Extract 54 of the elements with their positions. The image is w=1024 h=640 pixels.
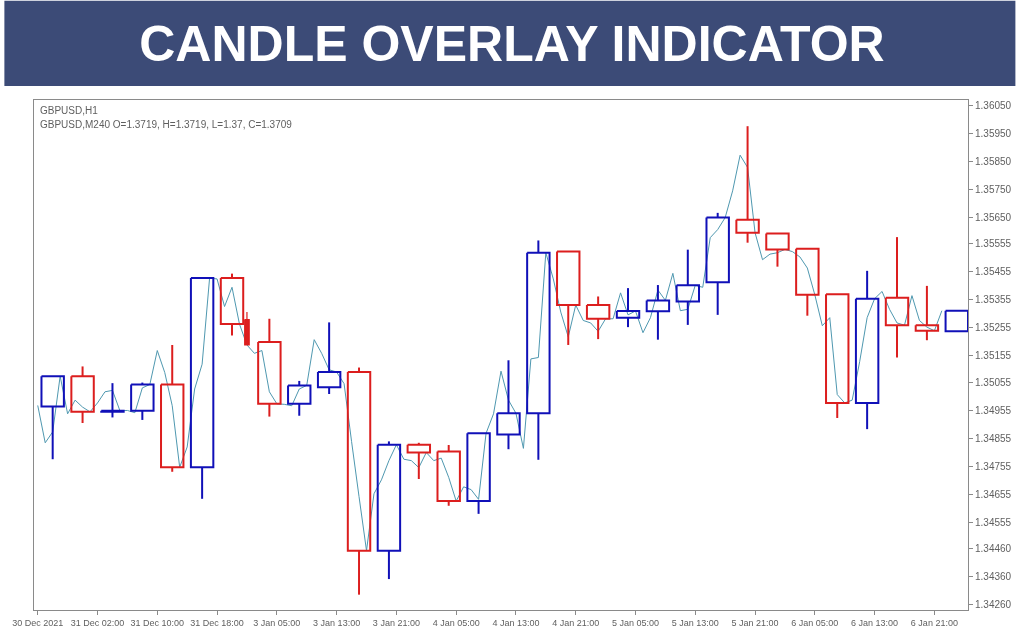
candlestick bbox=[615, 287, 641, 329]
x-tick-label: 3 Jan 05:00 bbox=[253, 617, 301, 628]
candlestick bbox=[160, 343, 185, 473]
candlestick bbox=[100, 382, 125, 419]
x-tick-label: 5 Jan 21:00 bbox=[731, 617, 779, 628]
x-tick-label: 6 Jan 13:00 bbox=[851, 617, 899, 628]
chart-title: CANDLE OVERLAY INDICATOR bbox=[139, 15, 885, 72]
y-tick-label: 1.35255 bbox=[975, 321, 1012, 333]
y-tick-label: 1.34955 bbox=[975, 405, 1012, 417]
y-tick-label: 1.36050 bbox=[975, 100, 1012, 112]
y-tick-label: 1.35950 bbox=[975, 127, 1012, 139]
candlestick bbox=[585, 295, 611, 341]
y-tick-label: 1.35750 bbox=[975, 183, 1012, 195]
y-tick-label: 1.35155 bbox=[975, 349, 1012, 361]
x-tick-label: 4 Jan 21:00 bbox=[552, 617, 600, 628]
y-tick-label: 1.35055 bbox=[975, 377, 1012, 389]
x-tick-label: 6 Jan 05:00 bbox=[791, 617, 839, 628]
x-tick-label: 4 Jan 05:00 bbox=[432, 617, 480, 628]
y-tick-label: 1.34260 bbox=[975, 598, 1012, 610]
x-tick-label: 5 Jan 05:00 bbox=[611, 617, 660, 628]
candlestick bbox=[316, 321, 342, 396]
y-tick-label: 1.35355 bbox=[975, 293, 1012, 305]
y-tick-label: 1.34755 bbox=[975, 460, 1012, 472]
x-tick-label: 3 Jan 13:00 bbox=[313, 617, 361, 628]
x-tick-label: 30 Dec 2021 bbox=[12, 617, 64, 628]
y-tick-label: 1.34555 bbox=[975, 516, 1012, 528]
x-tick-label: 31 Dec 10:00 bbox=[130, 617, 185, 628]
candlestick bbox=[496, 359, 521, 451]
x-tick-label: 4 Jan 13:00 bbox=[492, 617, 540, 628]
x-tick-label: 3 Jan 21:00 bbox=[372, 617, 420, 628]
annotation: GBPUSD,M240 O=1.3719, H=1.3719, L=1.37, C=1.3709 bbox=[40, 119, 293, 130]
candlestick bbox=[257, 317, 282, 418]
candlestick bbox=[70, 365, 95, 424]
annotation: GBPUSD,H1 bbox=[40, 105, 99, 116]
candlestick bbox=[854, 269, 880, 431]
y-tick-label: 1.35555 bbox=[975, 238, 1012, 250]
x-tick-label: 31 Dec 02:00 bbox=[70, 617, 125, 628]
y-tick-label: 1.35650 bbox=[975, 211, 1012, 223]
y-tick-label: 1.34360 bbox=[975, 571, 1012, 583]
line-series bbox=[37, 154, 943, 552]
y-tick-label: 1.34655 bbox=[975, 488, 1012, 500]
candlestick bbox=[735, 125, 760, 244]
y-tick-label: 1.34460 bbox=[975, 543, 1012, 555]
x-tick-label: 6 Jan 21:00 bbox=[910, 617, 958, 628]
y-tick-label: 1.34855 bbox=[975, 433, 1012, 445]
candlestick bbox=[884, 236, 910, 359]
y-tick-label: 1.35455 bbox=[975, 265, 1012, 277]
candlestick bbox=[526, 239, 551, 461]
x-tick-label: 5 Jan 13:00 bbox=[671, 617, 719, 628]
x-tick-label: 31 Dec 18:00 bbox=[190, 617, 244, 628]
candlestick bbox=[914, 284, 940, 342]
candlestick bbox=[645, 284, 671, 341]
candlestick bbox=[675, 248, 701, 326]
y-tick-label: 1.35850 bbox=[975, 155, 1012, 167]
